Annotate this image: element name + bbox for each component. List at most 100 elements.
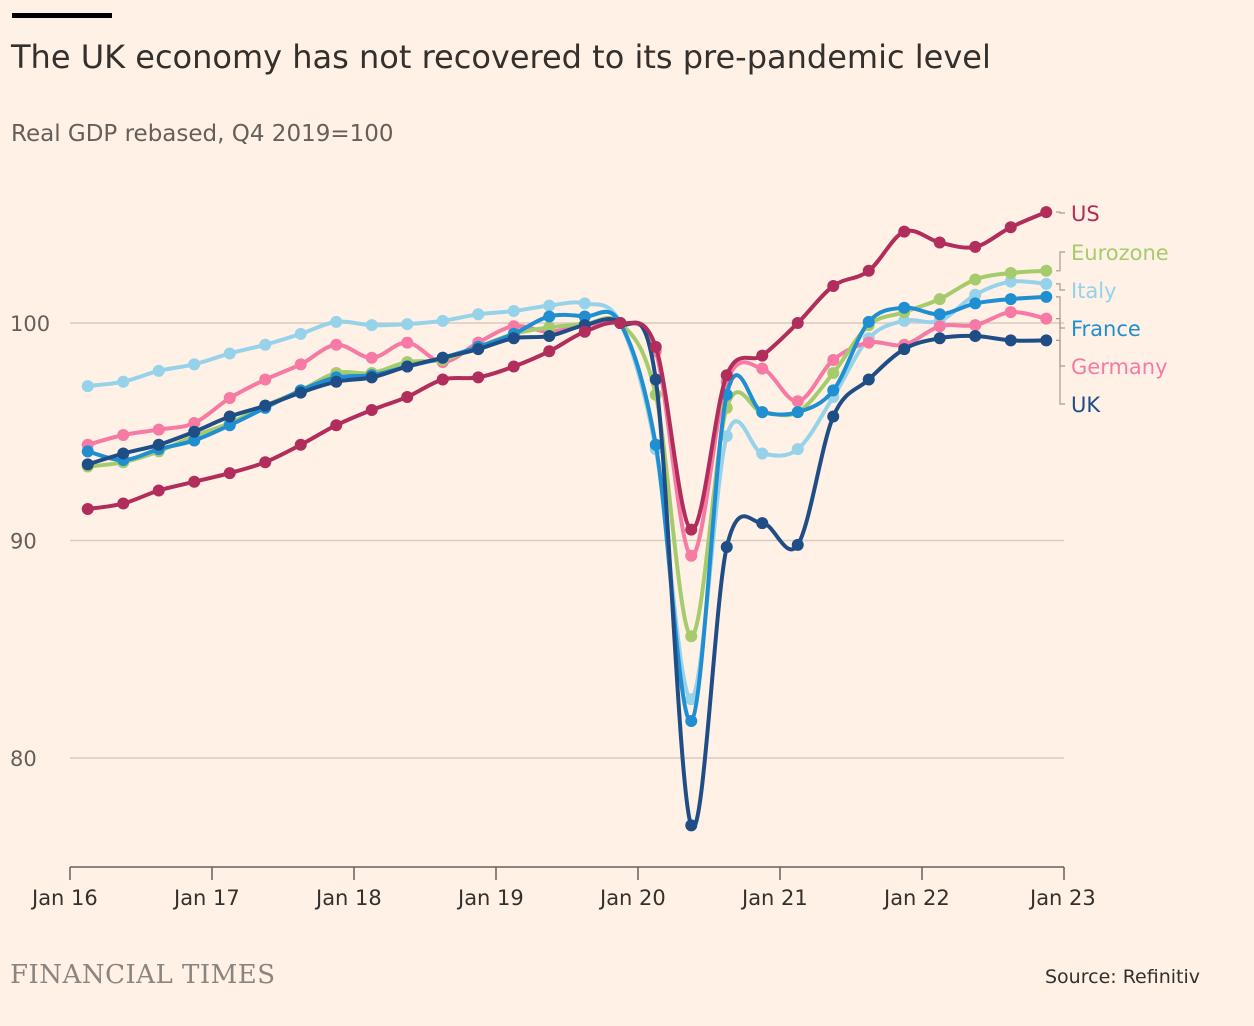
- data-point-germany: [791, 395, 804, 408]
- data-point-germany: [756, 362, 769, 375]
- data-point-germany: [933, 320, 946, 333]
- data-point-eurozone: [969, 273, 982, 286]
- data-point-us: [188, 475, 201, 488]
- data-point-eurozone: [543, 321, 556, 334]
- data-point-uk: [330, 375, 343, 388]
- data-point-france: [685, 715, 698, 728]
- data-point-germany: [365, 351, 378, 364]
- data-point-germany: [117, 429, 130, 442]
- data-point-uk: [756, 517, 769, 530]
- data-point-uk: [294, 386, 307, 399]
- data-point-uk: [543, 330, 556, 343]
- data-point-france: [578, 310, 591, 323]
- data-point-france: [756, 406, 769, 419]
- data-point-us: [685, 523, 698, 536]
- data-point-germany: [862, 336, 875, 349]
- data-point-france: [188, 434, 201, 447]
- data-point-italy: [578, 297, 591, 310]
- data-point-france: [862, 315, 875, 328]
- chart-title: The UK economy has not recovered to its …: [11, 38, 991, 76]
- data-point-germany: [969, 319, 982, 332]
- data-point-uk: [827, 410, 840, 423]
- data-point-italy: [401, 318, 414, 331]
- data-point-us: [862, 264, 875, 277]
- data-point-italy: [898, 314, 911, 327]
- label-connector: [1056, 211, 1065, 214]
- data-point-eurozone: [827, 367, 840, 380]
- data-point-germany: [188, 417, 201, 430]
- x-tick-label: Jan 20: [598, 886, 666, 910]
- data-point-us: [791, 317, 804, 329]
- data-point-italy: [472, 308, 485, 321]
- x-tick-label: Jan 22: [882, 886, 950, 910]
- data-point-eurozone: [1004, 266, 1017, 279]
- data-point-eurozone: [933, 293, 946, 306]
- ft-logo: FINANCIAL TIMES: [10, 960, 276, 990]
- data-point-italy: [1004, 275, 1017, 288]
- data-point-us: [1004, 221, 1017, 234]
- data-point-france: [898, 301, 911, 314]
- data-point-france: [223, 419, 236, 432]
- label-connector: [1056, 296, 1065, 329]
- data-point-uk: [401, 360, 414, 373]
- data-point-germany: [685, 549, 698, 562]
- data-point-uk: [685, 819, 698, 832]
- data-point-uk: [81, 458, 94, 471]
- series-label-us: US: [1071, 202, 1100, 226]
- data-point-germany: [827, 353, 840, 366]
- data-point-eurozone: [1040, 264, 1053, 277]
- data-point-us: [756, 349, 769, 362]
- series-label-italy: Italy: [1071, 279, 1117, 303]
- data-point-uk: [507, 332, 520, 345]
- x-tick-label: Jan 18: [314, 886, 382, 910]
- data-point-germany: [1004, 306, 1017, 319]
- y-tick-label: 80: [10, 747, 37, 771]
- data-point-italy: [152, 364, 165, 377]
- data-point-uk: [117, 447, 130, 460]
- data-point-uk: [223, 410, 236, 423]
- data-point-us: [898, 225, 911, 238]
- data-point-us: [1040, 206, 1053, 219]
- data-point-italy: [294, 327, 307, 340]
- series-label-uk: UK: [1071, 393, 1101, 417]
- data-point-uk: [862, 373, 875, 386]
- label-connector: [1056, 283, 1065, 291]
- data-point-us: [259, 456, 272, 469]
- data-point-italy: [259, 338, 272, 351]
- data-point-uk: [436, 351, 449, 364]
- ft-top-bar: [12, 13, 112, 18]
- data-point-france: [81, 445, 94, 458]
- data-point-italy: [1040, 277, 1053, 290]
- data-point-italy: [117, 375, 130, 388]
- data-point-uk: [933, 332, 946, 345]
- series-line-france: [87, 294, 1047, 724]
- data-point-us: [578, 325, 591, 338]
- data-point-us: [365, 404, 378, 416]
- data-point-italy: [436, 314, 449, 327]
- data-point-uk: [259, 399, 272, 412]
- data-point-germany: [259, 373, 272, 386]
- data-point-us: [401, 390, 414, 403]
- x-tick-label: Jan 19: [456, 886, 524, 910]
- data-point-us: [614, 317, 627, 329]
- data-point-us: [472, 371, 485, 384]
- data-point-france: [1004, 293, 1017, 306]
- data-point-germany: [223, 392, 236, 405]
- data-point-uk: [720, 541, 733, 554]
- label-connector: [1056, 339, 1065, 405]
- y-tick-label: 100: [10, 312, 50, 336]
- data-point-uk: [1004, 334, 1017, 347]
- source-note: Source: Refinitiv: [1045, 966, 1200, 988]
- data-point-us: [223, 467, 236, 480]
- data-point-italy: [507, 305, 520, 318]
- data-point-france: [543, 310, 556, 323]
- x-tick-label: Jan 21: [740, 886, 808, 910]
- data-point-us: [330, 419, 343, 432]
- data-point-us: [152, 484, 165, 497]
- data-point-uk: [365, 371, 378, 384]
- data-point-us: [543, 345, 556, 358]
- data-point-us: [294, 438, 307, 451]
- y-tick-label: 90: [10, 530, 37, 554]
- data-point-germany: [401, 336, 414, 349]
